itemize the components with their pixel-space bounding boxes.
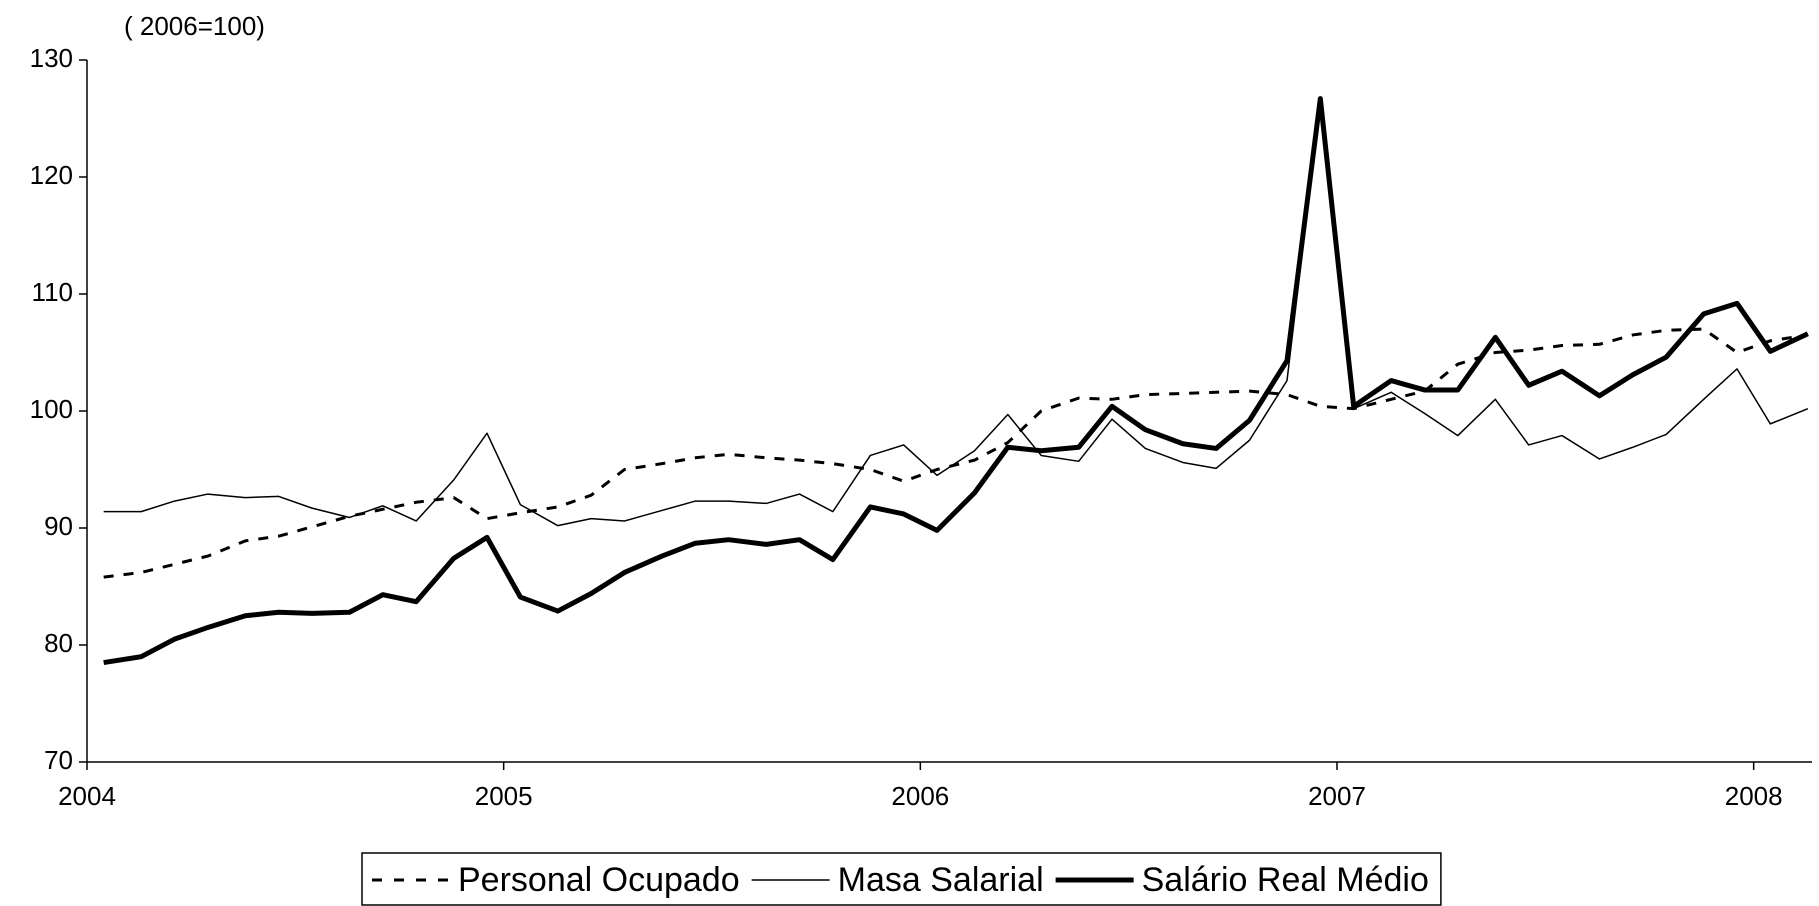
series-line — [103, 96, 1809, 666]
legend-label: Personal Ocupado — [458, 861, 740, 899]
x-tick-label: 2005 — [475, 781, 533, 811]
x-tick-label: 2008 — [1725, 781, 1783, 811]
legend-label: Masa Salarial — [838, 861, 1044, 899]
legend-box — [361, 852, 1442, 906]
y-tick-label: 100 — [30, 394, 73, 424]
x-tick-label: 2007 — [1308, 781, 1366, 811]
y-tick-label: 130 — [30, 43, 73, 73]
series-line — [103, 327, 1809, 579]
legend-label: Salário Real Médio — [1142, 861, 1429, 899]
series-line — [103, 100, 1809, 527]
x-tick-label: 2004 — [58, 781, 116, 811]
y-tick-label: 80 — [44, 628, 73, 658]
y-tick-label: 90 — [44, 511, 73, 541]
y-tick-label: 120 — [30, 160, 73, 190]
chart-subtitle: ( 2006=100) — [124, 11, 265, 41]
y-tick-label: 110 — [32, 277, 73, 307]
x-tick-label: 2006 — [891, 781, 949, 811]
y-tick-label: 70 — [44, 745, 73, 775]
